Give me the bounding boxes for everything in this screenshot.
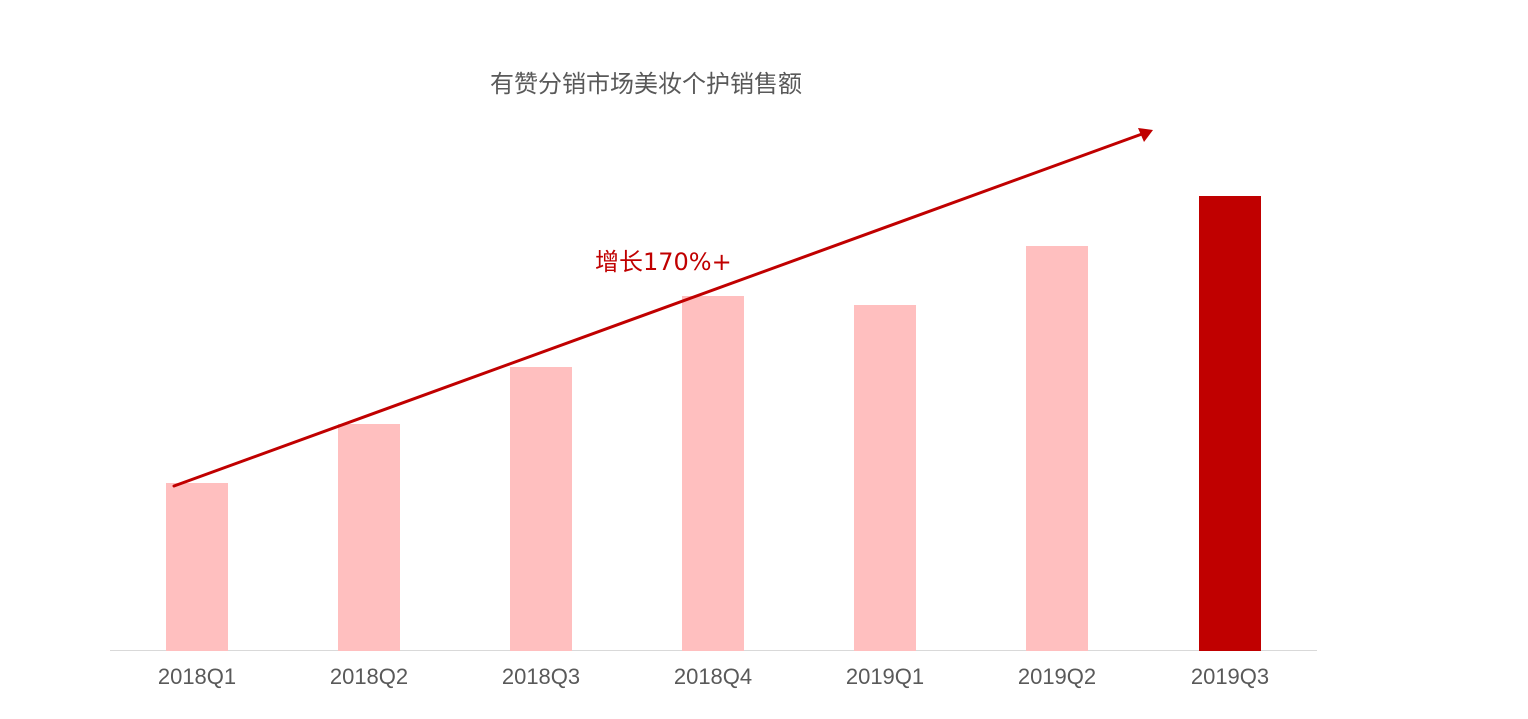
x-tick-label: 2018Q2 [329,664,409,689]
growth-annotation: 增长170%+ [595,248,732,276]
bar-2019q2 [1026,246,1088,651]
bar-2018q2 [338,424,400,651]
x-tick-label: 2018Q3 [501,664,581,689]
bar-2019q3 [1199,196,1261,651]
x-tick-label: 2018Q4 [673,664,753,689]
bar-2018q1 [166,483,228,651]
bar-2018q4 [682,296,744,651]
chart-title: 有赞分销市场美妆个护销售额 [490,70,802,98]
bar-2019q1 [854,305,916,651]
x-tick-label: 2019Q2 [1017,664,1097,689]
x-tick-label: 2019Q1 [845,664,925,689]
x-tick-label: 2018Q1 [157,664,237,689]
bar-2018q3 [510,367,572,651]
x-tick-label: 2019Q3 [1190,664,1270,689]
